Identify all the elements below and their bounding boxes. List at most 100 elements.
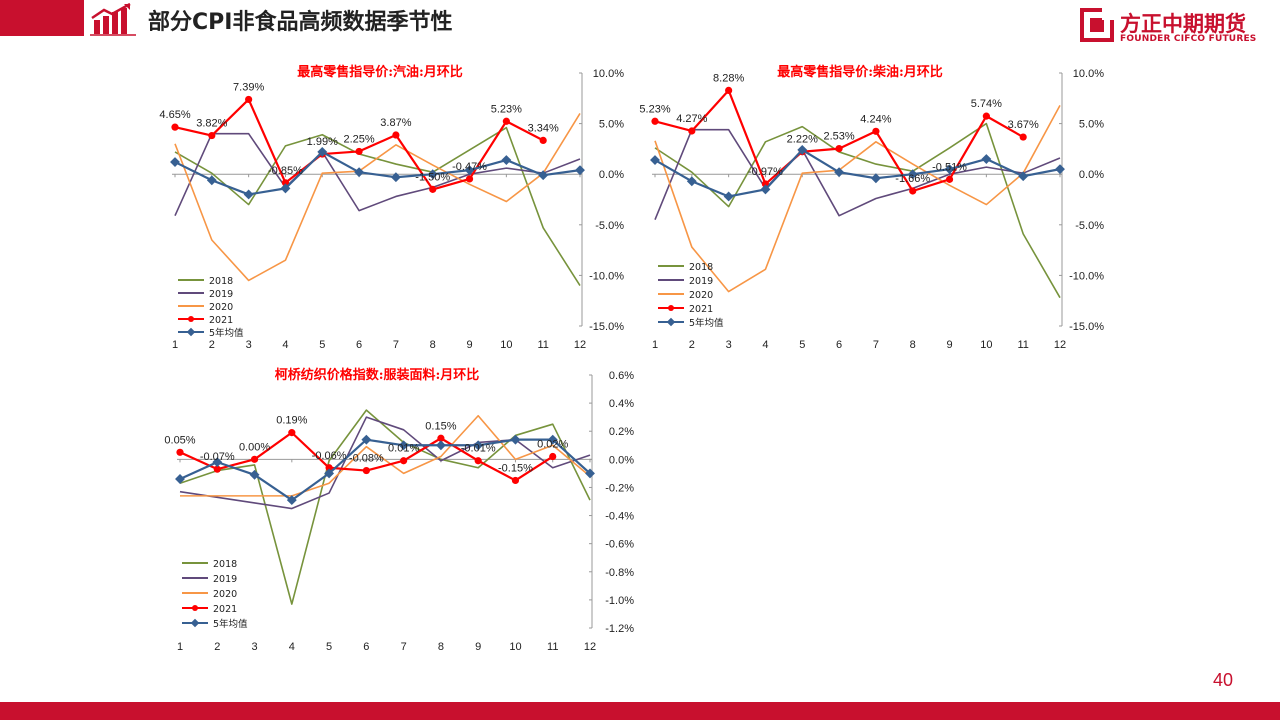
legend-item-2019: 2019: [658, 276, 713, 287]
x-tick-label: 9: [475, 641, 481, 653]
point-2021: [511, 476, 520, 485]
legend-item-5年均值: 5年均值: [658, 317, 724, 329]
y-tick-label: 0.0%: [609, 454, 634, 466]
x-tick-label: 8: [438, 641, 444, 653]
legend-label: 5年均值: [689, 317, 724, 329]
legend-label: 2018: [689, 262, 713, 273]
data-label-2021: 5.23%: [491, 103, 522, 115]
data-label-2021: 3.87%: [380, 117, 411, 129]
legend-label: 5年均值: [209, 327, 244, 339]
x-tick-label: 7: [393, 339, 399, 351]
point-5y-avg: [243, 189, 254, 200]
legend-marker: [188, 316, 194, 322]
legend-item-2021: 2021: [182, 604, 237, 615]
series-line-2020: [654, 105, 1061, 293]
legend-label: 5年均值: [213, 618, 248, 630]
data-label-2021: 2.25%: [343, 133, 374, 145]
legend-label: 2018: [213, 559, 237, 570]
point-2021: [429, 185, 437, 193]
series-line-2019: [179, 416, 591, 510]
x-tick-label: 11: [537, 339, 548, 351]
legend-label: 2021: [689, 304, 713, 315]
point-5y-avg: [317, 146, 328, 157]
legend-item-2019: 2019: [178, 289, 233, 300]
data-label-2021: 5.74%: [971, 98, 1002, 110]
point-2021: [945, 175, 954, 183]
y-tick-label: -5.0%: [1075, 220, 1104, 232]
y-tick-label: -15.0%: [589, 321, 624, 333]
y-tick-label: -0.4%: [605, 511, 634, 523]
chart-gasoline-mom: 最高零售指导价:汽油:月环比 10.0% 5.0% 0.0% -5.0% -10.0% -1…: [159, 64, 624, 351]
data-label-2021: 0.19%: [276, 415, 307, 427]
x-tick-label: 11: [1017, 339, 1028, 351]
point-2021: [872, 127, 880, 135]
data-label-2021: -1.50%: [415, 171, 450, 183]
point-2021: [281, 179, 290, 187]
legend-item-2018: 2018: [182, 559, 237, 570]
series-line-5年均值: [654, 148, 1061, 198]
data-label-2021: -0.85%: [268, 165, 303, 177]
point-2021: [651, 117, 659, 125]
x-tick-label: 9: [946, 339, 952, 351]
x-tick-label: 8: [910, 339, 916, 351]
brand-name-cn: 方正中期期货: [1120, 12, 1246, 36]
data-label-2021: -1.66%: [895, 173, 930, 185]
legend-label: 2021: [209, 315, 233, 326]
chart-title: 柯桥纺织价格指数:服装面料:月环比: [275, 367, 480, 383]
point-2021: [362, 466, 370, 475]
data-label-2021: 2.22%: [787, 134, 818, 146]
chart-keqiao-fabric-mom: 柯桥纺织价格指数:服装面料:月环比 0.6% 0.4% 0.2% 0.0% -0.2% -0…: [164, 367, 634, 653]
x-tick-label: 5: [326, 641, 332, 653]
legend-label: 2019: [213, 574, 237, 585]
x-tick-label: 4: [289, 641, 295, 653]
y-tick-label: 10.0%: [1073, 68, 1104, 80]
point-5y-avg: [834, 167, 845, 178]
series-line-2018: [179, 409, 591, 605]
x-tick-label: 10: [509, 641, 521, 653]
point-5y-avg: [435, 440, 446, 451]
data-label-2021: 1.99%: [307, 136, 338, 148]
point-2021: [437, 434, 445, 442]
brand-name-en: FOUNDER CIFCO FUTURES: [1120, 34, 1257, 44]
point-5y-avg: [538, 170, 549, 181]
legend-item-2021: 2021: [178, 315, 233, 326]
x-tick-label: 9: [466, 339, 472, 351]
x-tick-label: 2: [214, 641, 220, 653]
x-tick-label: 12: [574, 339, 586, 351]
point-5y-avg: [398, 440, 409, 451]
y-tick-label: -1.2%: [605, 623, 634, 635]
point-5y-avg: [170, 157, 180, 168]
x-tick-label: 1: [172, 339, 178, 351]
data-label-2021: -0.97%: [748, 166, 783, 178]
data-label-2021: 4.24%: [860, 113, 891, 125]
series-line-2020: [174, 113, 581, 282]
point-5y-avg: [361, 434, 372, 445]
x-tick-label: 6: [836, 339, 842, 351]
point-5y-avg: [427, 169, 438, 180]
legend-item-2020: 2020: [658, 290, 713, 301]
series-line-2018: [174, 126, 581, 286]
y-tick-label: -1.0%: [605, 595, 634, 607]
point-2021: [288, 429, 296, 437]
y-tick-label: -10.0%: [1069, 270, 1104, 282]
point-2021: [539, 136, 547, 144]
point-2021: [835, 144, 843, 153]
legend-item-2021: 2021: [658, 304, 713, 315]
x-tick-label: 5: [319, 339, 325, 351]
x-tick-label: 3: [726, 339, 732, 351]
x-tick-label: 10: [980, 339, 992, 351]
data-label-2021: 0.15%: [425, 420, 456, 432]
data-label-2021: 0.01%: [388, 443, 419, 455]
point-5y-avg: [723, 191, 734, 202]
y-tick-label: 0.0%: [1079, 169, 1104, 181]
data-label-2021: 5.23%: [639, 103, 670, 115]
x-tick-label: 7: [873, 339, 879, 351]
point-5y-avg: [870, 173, 881, 184]
header-accent-bar: [0, 0, 84, 36]
x-tick-label: 6: [356, 339, 362, 351]
point-2021: [392, 131, 400, 139]
legend-marker: [666, 317, 676, 327]
legend-item-2020: 2020: [182, 589, 237, 600]
data-label-2021: 8.28%: [713, 72, 744, 84]
data-label-2021: 2.53%: [823, 131, 854, 143]
